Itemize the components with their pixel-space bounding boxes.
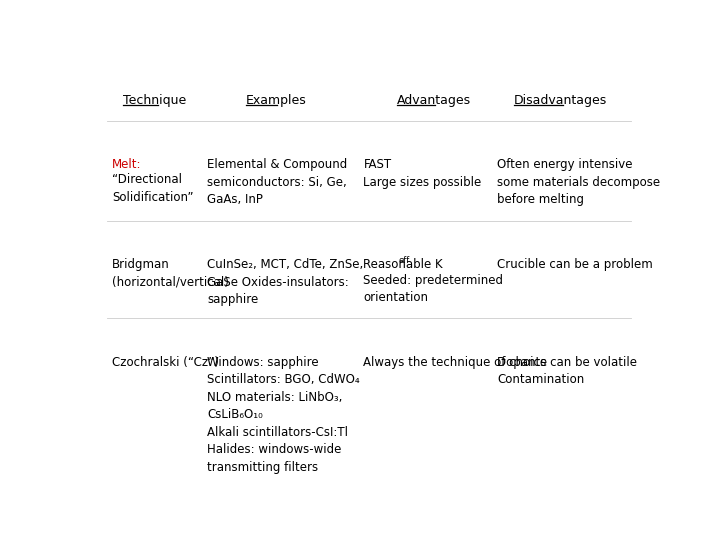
Text: FAST
Large sizes possible: FAST Large sizes possible [364, 158, 482, 189]
Text: eff: eff [398, 255, 410, 265]
Text: Always the technique of choice: Always the technique of choice [364, 356, 547, 369]
Text: Disadvantages: Disadvantages [514, 94, 608, 107]
Text: Dopants can be volatile
Contamination: Dopants can be volatile Contamination [498, 356, 637, 386]
Text: Elemental & Compound
semiconductors: Si, Ge,
GaAs, InP: Elemental & Compound semiconductors: Si,… [207, 158, 348, 206]
Text: Technique: Technique [124, 94, 186, 107]
Text: Melt:: Melt: [112, 158, 142, 171]
Text: “Directional
Solidification”: “Directional Solidification” [112, 173, 194, 204]
Text: Examples: Examples [246, 94, 307, 107]
Text: Advantages: Advantages [397, 94, 471, 107]
Text: Seeded: predetermined
orientation: Seeded: predetermined orientation [364, 274, 503, 305]
Text: CuInSe₂, MCT, CdTe, ZnSe,
GaSe Oxides-insulators:
sapphire: CuInSe₂, MCT, CdTe, ZnSe, GaSe Oxides-in… [207, 258, 364, 306]
Text: Bridgman
(horizontal/vertical): Bridgman (horizontal/vertical) [112, 258, 229, 289]
Text: Windows: sapphire
Scintillators: BGO, CdWO₄
NLO materials: LiNbO₃,
CsLiB₆O₁₀
Alk: Windows: sapphire Scintillators: BGO, Cd… [207, 356, 360, 474]
Text: Crucible can be a problem: Crucible can be a problem [498, 258, 653, 271]
Text: Reasonable K: Reasonable K [364, 258, 443, 271]
Text: Often energy intensive
some materials decompose
before melting: Often energy intensive some materials de… [498, 158, 660, 206]
Text: Czochralski (“Cz”): Czochralski (“Cz”) [112, 356, 219, 369]
